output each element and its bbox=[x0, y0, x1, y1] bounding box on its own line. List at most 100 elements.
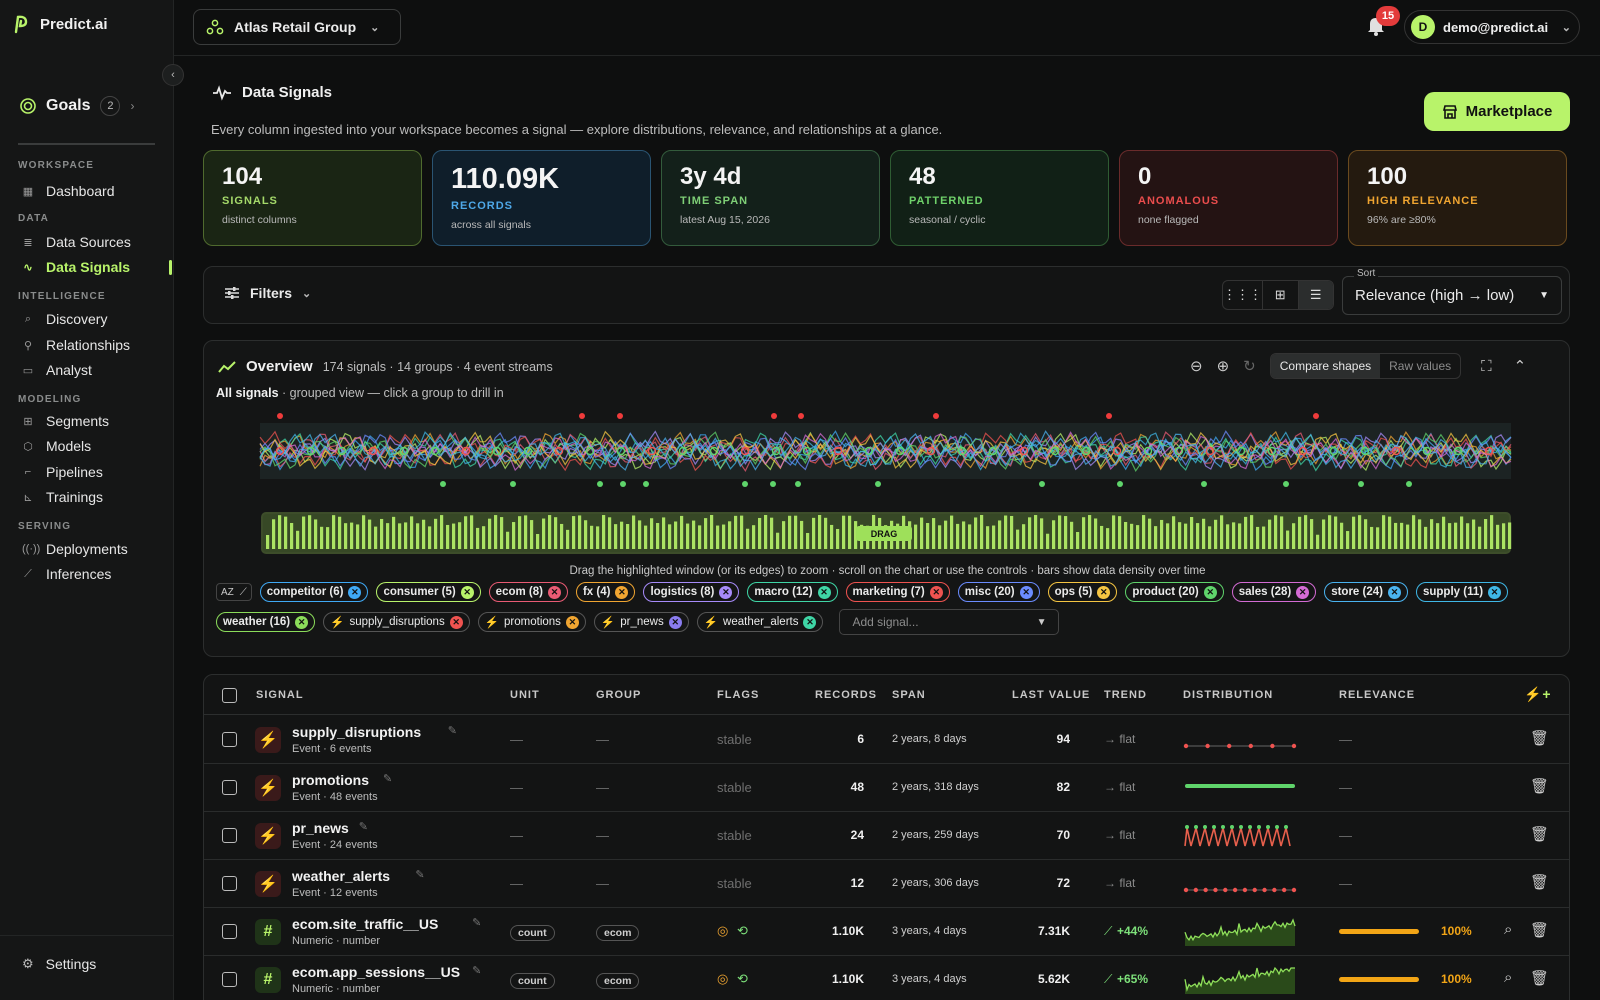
marketplace-button[interactable]: Marketplace bbox=[1424, 92, 1570, 131]
group-chip[interactable]: marketing (7) ✕ bbox=[845, 582, 950, 602]
row-checkbox[interactable] bbox=[222, 876, 237, 891]
col-span[interactable]: SPAN bbox=[892, 689, 926, 701]
col-unit[interactable]: UNIT bbox=[510, 689, 540, 701]
remove-chip-icon[interactable]: ✕ bbox=[615, 585, 629, 599]
add-column-button[interactable]: ⚡+ bbox=[1524, 686, 1552, 702]
org-selector[interactable]: Atlas Retail Group ⌄ bbox=[193, 9, 401, 45]
remove-chip-icon[interactable]: ✕ bbox=[348, 585, 362, 599]
edit-icon[interactable]: ✎ bbox=[383, 773, 393, 785]
col-distribution[interactable]: DISTRIBUTION bbox=[1183, 689, 1274, 701]
group-chip[interactable]: macro (12) ✕ bbox=[747, 582, 838, 602]
zoom-out-icon[interactable]: ⊖ bbox=[1190, 358, 1203, 375]
edit-icon[interactable]: ✎ bbox=[415, 869, 425, 881]
remove-chip-icon[interactable]: ✕ bbox=[803, 615, 817, 629]
remove-chip-icon[interactable]: ✕ bbox=[295, 615, 309, 629]
sidebar-item-models[interactable]: ⬡ Models bbox=[22, 435, 172, 457]
trash-icon[interactable]: 🗑︎ bbox=[1530, 826, 1550, 843]
group-chip[interactable]: supply (11) ✕ bbox=[1415, 582, 1509, 602]
remove-chip-icon[interactable]: ✕ bbox=[1296, 585, 1310, 599]
filters-button[interactable]: Filters ⌄ bbox=[224, 285, 311, 301]
sidebar-item-dashboard[interactable]: ▦ Dashboard bbox=[22, 180, 172, 202]
remove-chip-icon[interactable]: ✕ bbox=[929, 585, 943, 599]
edit-icon[interactable]: ✎ bbox=[358, 821, 368, 833]
add-signal-select[interactable]: Add signal... ▼ bbox=[839, 609, 1060, 635]
table-row[interactable]: ⚡ promotions Event · 48 events ✎ — — stable 48 2… bbox=[204, 764, 1569, 812]
stat-card-time-span[interactable]: 3y 4d TIME SPAN latest Aug 15, 2026 bbox=[661, 150, 880, 246]
sort-select[interactable]: Relevance (high → low) ▼ bbox=[1342, 276, 1562, 315]
group-chip[interactable]: logistics (8) ✕ bbox=[643, 582, 740, 602]
stat-card-records[interactable]: 110.09K RECORDS across all signals bbox=[432, 150, 651, 246]
inspect-icon[interactable]: ⌕ bbox=[1504, 969, 1513, 986]
remove-chip-icon[interactable]: ✕ bbox=[449, 615, 463, 629]
group-chip[interactable]: product (20) ✕ bbox=[1125, 582, 1224, 602]
sidebar-item-deployments[interactable]: ((·)) Deployments bbox=[22, 538, 172, 560]
group-chip[interactable]: ops (5) ✕ bbox=[1047, 582, 1118, 602]
raw-values-button[interactable]: Raw values bbox=[1389, 359, 1452, 373]
fullscreen-icon[interactable]: ⛶ bbox=[1481, 357, 1492, 375]
group-chip[interactable]: weather (16) ✕ bbox=[216, 612, 316, 632]
sidebar-item-relationships[interactable]: ⚲ Relationships bbox=[22, 334, 172, 356]
select-all-checkbox[interactable] bbox=[222, 688, 237, 703]
group-chip[interactable]: ecom (8) ✕ bbox=[488, 582, 568, 602]
stat-card-high-relevance[interactable]: 100 HIGH RELEVANCE 96% are ≥80% bbox=[1348, 150, 1567, 246]
row-checkbox[interactable] bbox=[222, 972, 237, 987]
remove-chip-icon[interactable]: ✕ bbox=[719, 585, 733, 599]
stat-card-anomalous[interactable]: 0 ANOMALOUS none flagged bbox=[1119, 150, 1338, 246]
trash-icon[interactable]: 🗑︎ bbox=[1530, 922, 1550, 939]
collapse-icon[interactable]: ⌃ bbox=[1513, 358, 1527, 375]
row-checkbox[interactable] bbox=[222, 780, 237, 795]
col-group[interactable]: GROUP bbox=[596, 689, 642, 701]
overview-chart[interactable]: DRAG bbox=[204, 401, 1571, 566]
trash-icon[interactable]: 🗑︎ bbox=[1530, 970, 1550, 987]
sidebar-item-inferences[interactable]: ⟋ Inferences bbox=[22, 563, 172, 585]
remove-chip-icon[interactable]: ✕ bbox=[1488, 585, 1502, 599]
sidebar-item-data-signals[interactable]: ∿ Data Signals bbox=[22, 256, 172, 278]
table-row[interactable]: ⚡ pr_news Event · 24 events ✎ — — stable 24 2 ye… bbox=[204, 812, 1569, 860]
row-checkbox[interactable] bbox=[222, 732, 237, 747]
grid-small-view-button[interactable]: ⋮⋮⋮ bbox=[1223, 281, 1263, 309]
remove-chip-icon[interactable]: ✕ bbox=[1097, 585, 1111, 599]
zoom-in-icon[interactable]: ⊕ bbox=[1216, 358, 1230, 375]
grid-view-button[interactable]: ⊞ bbox=[1263, 281, 1299, 309]
remove-chip-icon[interactable]: ✕ bbox=[1203, 585, 1217, 599]
edit-icon[interactable]: ✎ bbox=[447, 725, 458, 737]
table-row[interactable]: # ecom.app_sessions__US Numeric · number ✎ c… bbox=[204, 956, 1569, 1000]
remove-chip-icon[interactable]: ✕ bbox=[565, 615, 579, 629]
signal-name[interactable]: ecom.site_traffic__US bbox=[292, 916, 439, 932]
col-last-value[interactable]: LAST VALUE bbox=[1012, 689, 1091, 701]
remove-chip-icon[interactable]: ✕ bbox=[668, 615, 682, 629]
table-row[interactable]: ⚡ supply_disruptions Event · 6 events ✎ — — st… bbox=[204, 716, 1569, 764]
event-chip[interactable]: ⚡ promotions ✕ bbox=[477, 612, 586, 632]
sidebar-item-discovery[interactable]: ⌕ Discovery bbox=[22, 308, 172, 330]
table-row[interactable]: # ecom.site_traffic__US Numeric · number ✎ c… bbox=[204, 908, 1569, 956]
event-chip[interactable]: ⚡ weather_alerts ✕ bbox=[696, 612, 824, 632]
group-chip[interactable]: misc (20) ✕ bbox=[957, 582, 1040, 602]
table-row[interactable]: ⚡ weather_alerts Event · 12 events ✎ — — stabl… bbox=[204, 860, 1569, 908]
sidebar-item-data-sources[interactable]: ≣ Data Sources bbox=[22, 231, 172, 253]
sidebar-item-pipelines[interactable]: ⌐ Pipelines bbox=[22, 461, 172, 483]
signal-name[interactable]: weather_alerts bbox=[292, 868, 391, 884]
user-menu[interactable]: D demo@predict.ai ⌄ bbox=[1404, 10, 1580, 44]
row-checkbox[interactable] bbox=[222, 828, 237, 843]
remove-chip-icon[interactable]: ✕ bbox=[817, 585, 831, 599]
remove-chip-icon[interactable]: ✕ bbox=[1387, 585, 1401, 599]
compare-shapes-button[interactable]: Compare shapes bbox=[1270, 354, 1381, 378]
stat-card-patterned[interactable]: 48 PATTERNED seasonal / cyclic bbox=[890, 150, 1109, 246]
signal-name[interactable]: promotions bbox=[292, 772, 369, 788]
signal-name[interactable]: ecom.app_sessions__US bbox=[292, 964, 461, 980]
sidebar-item-analyst[interactable]: ▭ Analyst bbox=[22, 359, 172, 381]
remove-chip-icon[interactable]: ✕ bbox=[460, 585, 474, 599]
remove-chip-icon[interactable]: ✕ bbox=[1019, 585, 1033, 599]
col-signal[interactable]: SIGNAL bbox=[256, 689, 304, 701]
sort-az-button[interactable]: AZ ⟋ bbox=[216, 583, 252, 601]
signal-name[interactable]: supply_disruptions bbox=[292, 724, 422, 740]
trash-icon[interactable]: 🗑︎ bbox=[1530, 874, 1550, 891]
inspect-icon[interactable]: ⌕ bbox=[1504, 921, 1513, 938]
col-flags[interactable]: FLAGS bbox=[717, 689, 760, 701]
remove-chip-icon[interactable]: ✕ bbox=[547, 585, 561, 599]
group-chip[interactable]: consumer (5) ✕ bbox=[376, 582, 481, 602]
signal-name[interactable]: pr_news bbox=[292, 820, 349, 836]
trash-icon[interactable]: 🗑︎ bbox=[1530, 730, 1550, 747]
list-view-button[interactable]: ☰ bbox=[1298, 281, 1333, 309]
sidebar-item-segments[interactable]: ⊞ Segments bbox=[22, 410, 172, 432]
